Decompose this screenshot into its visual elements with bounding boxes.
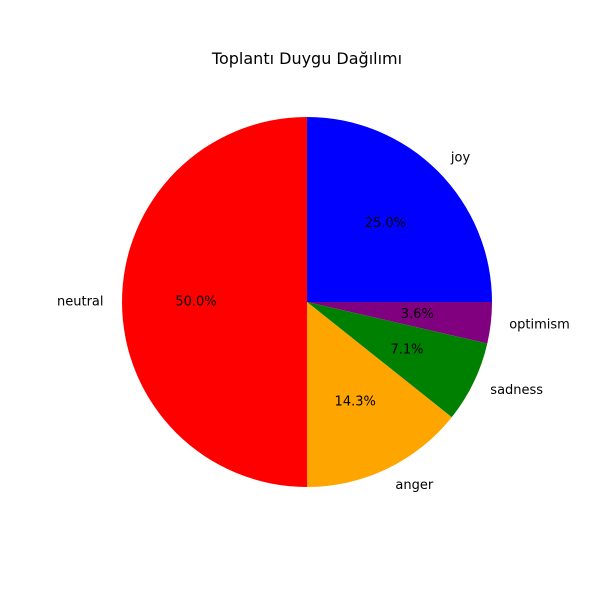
pie-slice-neutral bbox=[122, 117, 307, 487]
pie-slice-anger bbox=[307, 302, 452, 487]
pie-slice-joy bbox=[307, 117, 492, 302]
slice-percent-sadness: 7.1% bbox=[390, 343, 423, 358]
slice-percent-neutral: 50.0% bbox=[175, 295, 216, 310]
slice-percent-optimism: 3.6% bbox=[401, 307, 434, 322]
slice-label-anger: anger bbox=[395, 478, 433, 493]
chart-title: Toplantı Duygu Dağılımı bbox=[211, 49, 402, 68]
slice-label-sadness: sadness bbox=[490, 383, 543, 398]
slice-percent-joy: 25.0% bbox=[365, 216, 406, 231]
slice-label-optimism: optimism bbox=[509, 317, 570, 332]
pie-slices bbox=[122, 117, 492, 487]
pie-labels: joy 25.0% optimism 3.6% sadness 7.1% anger 14.3… bbox=[57, 151, 570, 493]
pie-slice-sadness bbox=[307, 302, 488, 418]
pie-slice-optimism bbox=[307, 302, 492, 344]
slice-label-neutral: neutral bbox=[57, 295, 104, 310]
slice-percent-anger: 14.3% bbox=[335, 394, 376, 409]
slice-label-joy: joy bbox=[450, 151, 471, 166]
